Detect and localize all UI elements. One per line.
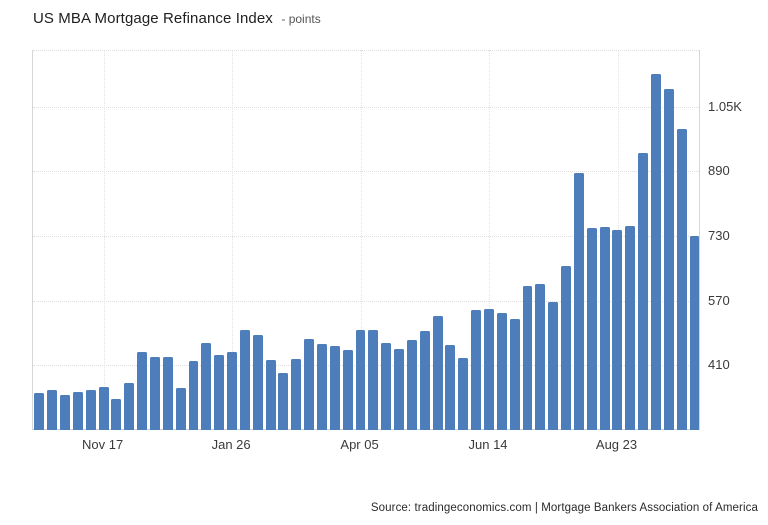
bar[interactable] bbox=[458, 358, 469, 430]
bar[interactable] bbox=[638, 153, 649, 430]
source-attribution: Source: tradingeconomics.com | Mortgage … bbox=[370, 502, 758, 514]
bar[interactable] bbox=[471, 309, 482, 430]
chart-title: US MBA Mortgage Refinance Index bbox=[33, 10, 273, 27]
bar[interactable] bbox=[355, 330, 366, 430]
bar[interactable] bbox=[586, 228, 597, 430]
vertical-gridline bbox=[489, 50, 491, 430]
bar[interactable] bbox=[137, 351, 148, 430]
bar[interactable] bbox=[111, 399, 122, 430]
x-tick-label: Jan 26 bbox=[211, 437, 251, 452]
horizontal-gridline bbox=[33, 300, 699, 302]
bar[interactable] bbox=[150, 356, 160, 430]
bar[interactable] bbox=[317, 343, 327, 430]
bar[interactable] bbox=[612, 229, 623, 430]
y-tick-label: 410 bbox=[708, 357, 730, 373]
y-tick-label: 1.05K bbox=[708, 98, 742, 114]
vertical-gridline bbox=[360, 50, 362, 430]
bar[interactable] bbox=[406, 339, 417, 430]
bar[interactable] bbox=[368, 330, 379, 430]
horizontal-gridline bbox=[33, 50, 699, 51]
bar[interactable] bbox=[381, 342, 392, 430]
bar[interactable] bbox=[227, 351, 238, 430]
bar[interactable] bbox=[304, 338, 315, 430]
bar[interactable] bbox=[342, 349, 353, 430]
bar[interactable] bbox=[522, 285, 533, 430]
bar[interactable] bbox=[239, 330, 250, 430]
vertical-gridline bbox=[103, 50, 105, 430]
bar[interactable] bbox=[278, 372, 289, 430]
bar[interactable] bbox=[561, 265, 572, 430]
bar[interactable] bbox=[329, 345, 340, 430]
bar[interactable] bbox=[689, 235, 700, 430]
x-tick-label: Apr 05 bbox=[340, 437, 379, 452]
bar[interactable] bbox=[676, 129, 687, 430]
bar[interactable] bbox=[85, 389, 96, 430]
bar[interactable] bbox=[291, 359, 302, 430]
bar[interactable] bbox=[188, 361, 199, 430]
bar[interactable] bbox=[394, 348, 405, 430]
vertical-gridline bbox=[232, 50, 234, 430]
bar[interactable] bbox=[445, 344, 456, 430]
x-tick-label: Nov 17 bbox=[82, 437, 124, 452]
bar[interactable] bbox=[175, 387, 186, 430]
bar[interactable] bbox=[496, 313, 507, 430]
x-tick-label: Jun 14 bbox=[468, 437, 508, 452]
chart-unit-label: - points bbox=[281, 12, 321, 26]
bar[interactable] bbox=[124, 382, 135, 430]
plot-area bbox=[32, 50, 700, 430]
bar[interactable] bbox=[663, 89, 674, 430]
chart-title-row: US MBA Mortgage Refinance Index - points bbox=[33, 10, 321, 28]
x-tick-label: Aug 23 bbox=[595, 437, 638, 452]
bar[interactable] bbox=[201, 342, 212, 430]
bar[interactable] bbox=[484, 309, 494, 430]
horizontal-gridline bbox=[33, 171, 699, 173]
bar[interactable] bbox=[419, 330, 430, 430]
horizontal-gridline bbox=[33, 235, 699, 237]
bar[interactable] bbox=[573, 172, 584, 430]
horizontal-gridline bbox=[33, 365, 699, 367]
bar[interactable] bbox=[651, 74, 661, 430]
bar[interactable] bbox=[535, 284, 546, 430]
y-tick-label: 730 bbox=[708, 227, 730, 243]
bar[interactable] bbox=[47, 389, 58, 430]
bar[interactable] bbox=[625, 225, 636, 430]
bar[interactable] bbox=[214, 354, 225, 430]
horizontal-gridline bbox=[33, 106, 699, 108]
bar[interactable] bbox=[265, 359, 276, 430]
y-tick-label: 890 bbox=[708, 163, 730, 179]
bar[interactable] bbox=[548, 302, 559, 430]
x-axis-line bbox=[33, 429, 699, 430]
y-tick-label: 570 bbox=[708, 292, 730, 308]
bar[interactable] bbox=[252, 334, 263, 430]
bar[interactable] bbox=[72, 392, 83, 430]
bar[interactable] bbox=[98, 386, 109, 430]
bar[interactable] bbox=[60, 395, 71, 430]
bar[interactable] bbox=[34, 392, 45, 430]
bar[interactable] bbox=[509, 318, 520, 430]
bar[interactable] bbox=[599, 227, 610, 430]
bar[interactable] bbox=[162, 356, 173, 430]
bar[interactable] bbox=[432, 316, 443, 430]
